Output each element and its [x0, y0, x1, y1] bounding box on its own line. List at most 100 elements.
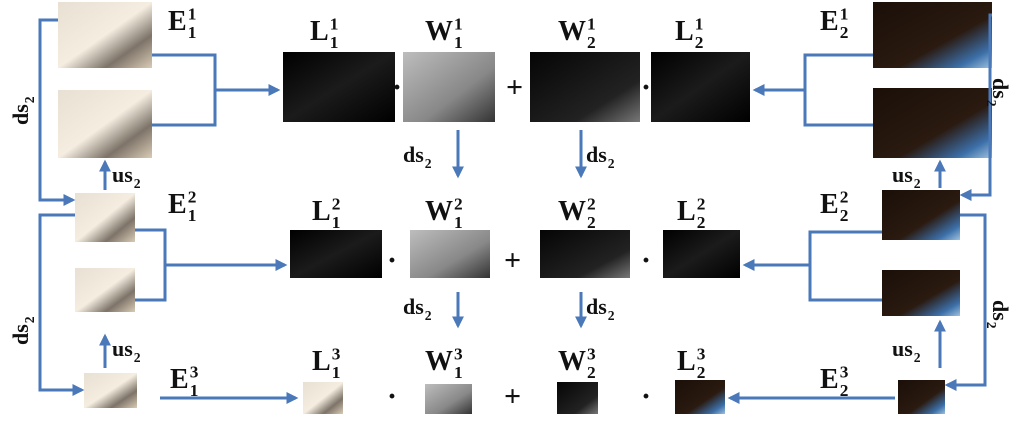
label-base: ds	[8, 324, 33, 345]
label-subscript: 2	[840, 23, 849, 42]
label-subscript: 2	[22, 316, 37, 323]
label-base: ds	[586, 294, 607, 319]
label-superscript: 3	[332, 344, 341, 363]
arrow	[745, 232, 882, 300]
operator: ·	[387, 380, 397, 413]
label-superscript: 3	[454, 344, 463, 363]
image	[898, 380, 945, 414]
label-superscript: 1	[587, 14, 596, 33]
label-subscript: 1	[188, 23, 197, 42]
label-subscript: 2	[425, 308, 432, 323]
images	[58, 2, 992, 414]
label-subscript: 1	[188, 206, 197, 225]
label-subscript: 2	[134, 350, 141, 365]
label-subscript: 2	[134, 176, 141, 191]
math-label: L31	[312, 344, 341, 381]
label-base: L	[675, 16, 694, 47]
label-base: L	[677, 346, 696, 377]
label-subscript: 2	[587, 363, 596, 382]
label-base: ds	[988, 78, 1013, 99]
image	[403, 52, 495, 122]
operator: +	[504, 380, 521, 413]
image	[58, 2, 152, 68]
label-base: ds	[586, 142, 607, 167]
label-base: E	[168, 189, 187, 220]
label-superscript: 2	[454, 194, 463, 213]
label-superscript: 3	[190, 362, 199, 381]
label-superscript: 3	[587, 344, 596, 363]
math-label: ds2	[984, 78, 1013, 107]
label-subscript: 2	[840, 381, 849, 400]
label-base: ds	[988, 300, 1013, 321]
image	[425, 384, 472, 414]
label-subscript: 1	[332, 213, 341, 232]
label-base: L	[677, 196, 696, 227]
label-subscript: 2	[984, 100, 999, 107]
label-base: ds	[403, 294, 424, 319]
label-superscript: 2	[332, 194, 341, 213]
math-label: us2	[112, 336, 141, 365]
operator: +	[506, 71, 523, 104]
label-subscript: 2	[914, 350, 921, 365]
math-label: L32	[677, 344, 706, 381]
image	[283, 52, 395, 122]
image	[882, 190, 960, 240]
math-label: E32	[820, 362, 849, 399]
math-label: W11	[425, 14, 463, 51]
image	[84, 373, 137, 408]
label-subscript: 2	[697, 363, 706, 382]
image	[882, 270, 960, 316]
label-base: us	[892, 162, 913, 187]
label-subscript: 2	[914, 176, 921, 191]
label-subscript: 2	[697, 213, 706, 232]
label-superscript: 2	[697, 194, 706, 213]
label-base: W	[425, 196, 453, 227]
label-base: E	[820, 364, 839, 395]
image	[530, 52, 640, 122]
label-superscript: 2	[587, 194, 596, 213]
label-superscript: 1	[188, 4, 197, 23]
math-label: ds2	[984, 300, 1013, 329]
math-label: E21	[168, 187, 196, 224]
math-label: ds2	[8, 96, 37, 125]
label-subscript: 2	[22, 96, 37, 103]
label-superscript: 2	[840, 187, 849, 206]
label-base: ds	[403, 142, 424, 167]
label-superscript: 3	[697, 344, 706, 363]
image	[303, 382, 343, 414]
label-subscript: 2	[840, 206, 849, 225]
label-superscript: 1	[695, 14, 704, 33]
label-subscript: 2	[587, 33, 596, 52]
arrow	[135, 230, 285, 300]
label-base: E	[820, 189, 839, 220]
label-superscript: 2	[188, 187, 197, 206]
arrow	[755, 55, 873, 125]
label-base: W	[558, 196, 586, 227]
label-superscript: 1	[840, 4, 849, 23]
label-base: ds	[8, 104, 33, 125]
label-superscript: 1	[454, 14, 463, 33]
label-base: L	[310, 16, 329, 47]
image	[675, 380, 725, 414]
label-subscript: 1	[332, 363, 341, 382]
label-subscript: 2	[587, 213, 596, 232]
image	[75, 268, 135, 312]
math-label: ds2	[403, 142, 432, 171]
label-subscript: 2	[984, 322, 999, 329]
label-base: E	[820, 6, 839, 37]
operator: +	[504, 244, 521, 277]
diagram: E11L11W11W12L12E12·+·E21L21W21W22L22E22·…	[0, 0, 1016, 428]
operator: ·	[641, 71, 651, 104]
image	[873, 88, 992, 158]
image	[651, 52, 750, 122]
label-base: L	[312, 346, 331, 377]
label-superscript: 1	[330, 14, 339, 33]
